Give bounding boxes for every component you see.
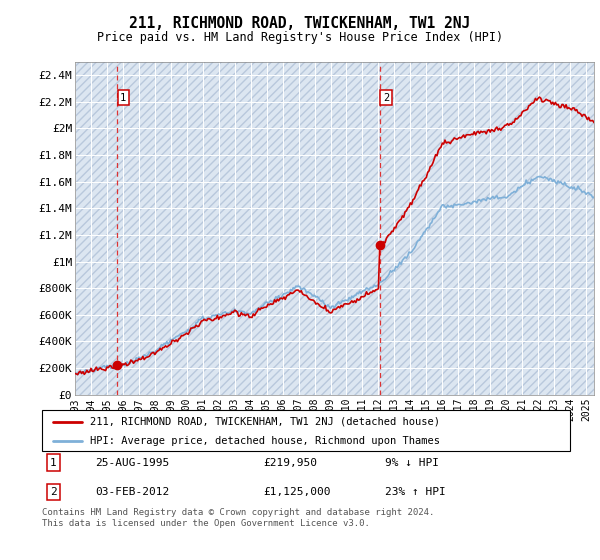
Text: 1: 1 — [120, 92, 127, 102]
Text: 2: 2 — [50, 487, 56, 497]
Text: 1: 1 — [50, 458, 56, 468]
Text: £219,950: £219,950 — [264, 458, 318, 468]
Text: Price paid vs. HM Land Registry's House Price Index (HPI): Price paid vs. HM Land Registry's House … — [97, 31, 503, 44]
Text: HPI: Average price, detached house, Richmond upon Thames: HPI: Average price, detached house, Rich… — [89, 436, 440, 446]
Text: 03-FEB-2012: 03-FEB-2012 — [95, 487, 169, 497]
Text: 25-AUG-1995: 25-AUG-1995 — [95, 458, 169, 468]
Text: 211, RICHMOND ROAD, TWICKENHAM, TW1 2NJ: 211, RICHMOND ROAD, TWICKENHAM, TW1 2NJ — [130, 16, 470, 31]
Text: Contains HM Land Registry data © Crown copyright and database right 2024.
This d: Contains HM Land Registry data © Crown c… — [42, 508, 434, 528]
Text: 2: 2 — [383, 92, 389, 102]
Text: 23% ↑ HPI: 23% ↑ HPI — [385, 487, 446, 497]
Text: £1,125,000: £1,125,000 — [264, 487, 331, 497]
Text: 9% ↓ HPI: 9% ↓ HPI — [385, 458, 439, 468]
Text: 211, RICHMOND ROAD, TWICKENHAM, TW1 2NJ (detached house): 211, RICHMOND ROAD, TWICKENHAM, TW1 2NJ … — [89, 417, 440, 427]
FancyBboxPatch shape — [42, 410, 570, 451]
